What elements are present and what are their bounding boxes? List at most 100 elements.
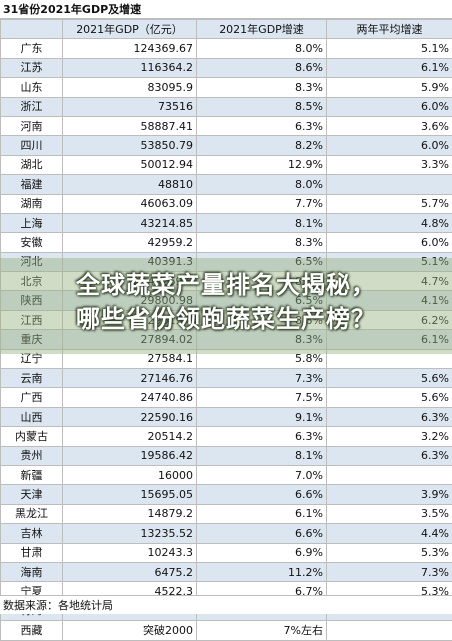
growth-cell: 8.0% <box>197 175 327 194</box>
province-cell: 浙江 <box>1 97 63 116</box>
gdp-cell: 15695.05 <box>63 485 197 504</box>
growth-cell: 6.9% <box>197 543 327 562</box>
gdp-cell: 突破2000 <box>63 621 197 640</box>
avg-growth-cell: 5.3% <box>327 543 452 562</box>
growth-cell: 8.1% <box>197 213 327 232</box>
growth-cell: 6.3% <box>197 116 327 135</box>
province-cell: 湖南 <box>1 194 63 213</box>
province-cell: 福建 <box>1 175 63 194</box>
province-cell: 山东 <box>1 78 63 97</box>
province-cell: 天津 <box>1 485 63 504</box>
gdp-cell: 46063.09 <box>63 194 197 213</box>
growth-cell: 6.3% <box>197 427 327 446</box>
header-avg-growth: 两年平均增速 <box>327 20 452 39</box>
header-gdp: 2021年GDP（亿元） <box>63 20 197 39</box>
avg-growth-cell: 6.0% <box>327 233 452 252</box>
growth-cell: 7.5% <box>197 388 327 407</box>
avg-growth-cell: 7.3% <box>327 562 452 581</box>
growth-cell: 6.1% <box>197 504 327 523</box>
growth-cell: 11.2% <box>197 562 327 581</box>
growth-cell: 12.9% <box>197 155 327 174</box>
province-cell: 河南 <box>1 116 63 135</box>
province-cell: 新疆 <box>1 465 63 484</box>
province-cell: 湖北 <box>1 155 63 174</box>
province-cell: 山西 <box>1 407 63 426</box>
data-source: 数据来源：各地统计局 <box>0 595 452 614</box>
sheet-title: 31省份2021年GDP及增速 <box>0 0 452 19</box>
avg-growth-cell: 6.1% <box>327 58 452 77</box>
avg-growth-cell: 3.2% <box>327 427 452 446</box>
banner-headline: 全球蔬菜产量排名大揭秘， 哪些省份领跑蔬菜生产榜？ <box>0 268 452 336</box>
province-cell: 海南 <box>1 562 63 581</box>
avg-growth-cell <box>327 175 452 194</box>
province-cell: 安徽 <box>1 233 63 252</box>
avg-growth-cell: 3.9% <box>327 485 452 504</box>
avg-growth-cell: 6.0% <box>327 97 452 116</box>
gdp-cell: 58887.41 <box>63 116 197 135</box>
growth-cell: 6.6% <box>197 524 327 543</box>
avg-growth-cell: 5.9% <box>327 78 452 97</box>
growth-cell: 7.7% <box>197 194 327 213</box>
province-cell: 内蒙古 <box>1 427 63 446</box>
gdp-cell: 116364.2 <box>63 58 197 77</box>
province-cell: 西藏 <box>1 621 63 640</box>
avg-growth-cell: 4.8% <box>327 213 452 232</box>
avg-growth-cell: 5.7% <box>327 194 452 213</box>
avg-growth-cell: 6.3% <box>327 446 452 465</box>
growth-cell: 6.6% <box>197 485 327 504</box>
gdp-cell: 13235.52 <box>63 524 197 543</box>
growth-cell: 8.2% <box>197 136 327 155</box>
avg-growth-cell: 6.0% <box>327 136 452 155</box>
growth-cell: 8.6% <box>197 58 327 77</box>
growth-cell: 8.0% <box>197 39 327 58</box>
header-row: 2021年GDP（亿元） 2021年GDP增速 两年平均增速 <box>1 20 452 39</box>
gdp-cell: 27146.76 <box>63 369 197 388</box>
growth-cell: 7.0% <box>197 465 327 484</box>
province-cell: 四川 <box>1 136 63 155</box>
avg-growth-cell: 6.3% <box>327 407 452 426</box>
gdp-cell: 53850.79 <box>63 136 197 155</box>
growth-cell: 9.1% <box>197 407 327 426</box>
gdp-cell: 19586.42 <box>63 446 197 465</box>
gdp-cell: 73516 <box>63 97 197 116</box>
gdp-cell: 14879.2 <box>63 504 197 523</box>
growth-cell: 8.3% <box>197 78 327 97</box>
gdp-cell: 6475.2 <box>63 562 197 581</box>
growth-cell: 7.3% <box>197 369 327 388</box>
spreadsheet: 31省份2021年GDP及增速 2021年GDP（亿元） 2021年GDP增速 … <box>0 0 452 614</box>
gdp-cell: 50012.94 <box>63 155 197 174</box>
avg-growth-cell: 4.4% <box>327 524 452 543</box>
growth-cell: 8.5% <box>197 97 327 116</box>
gdp-cell: 22590.16 <box>63 407 197 426</box>
province-cell: 甘肃 <box>1 543 63 562</box>
province-cell: 江苏 <box>1 58 63 77</box>
province-cell: 上海 <box>1 213 63 232</box>
gdp-cell: 24740.86 <box>63 388 197 407</box>
avg-growth-cell: 5.6% <box>327 369 452 388</box>
banner-line-2: 哪些省份领跑蔬菜生产榜？ <box>0 302 452 336</box>
province-cell: 云南 <box>1 369 63 388</box>
growth-cell: 8.1% <box>197 446 327 465</box>
avg-growth-cell: 3.6% <box>327 116 452 135</box>
header-growth: 2021年GDP增速 <box>197 20 327 39</box>
avg-growth-cell: 3.5% <box>327 504 452 523</box>
